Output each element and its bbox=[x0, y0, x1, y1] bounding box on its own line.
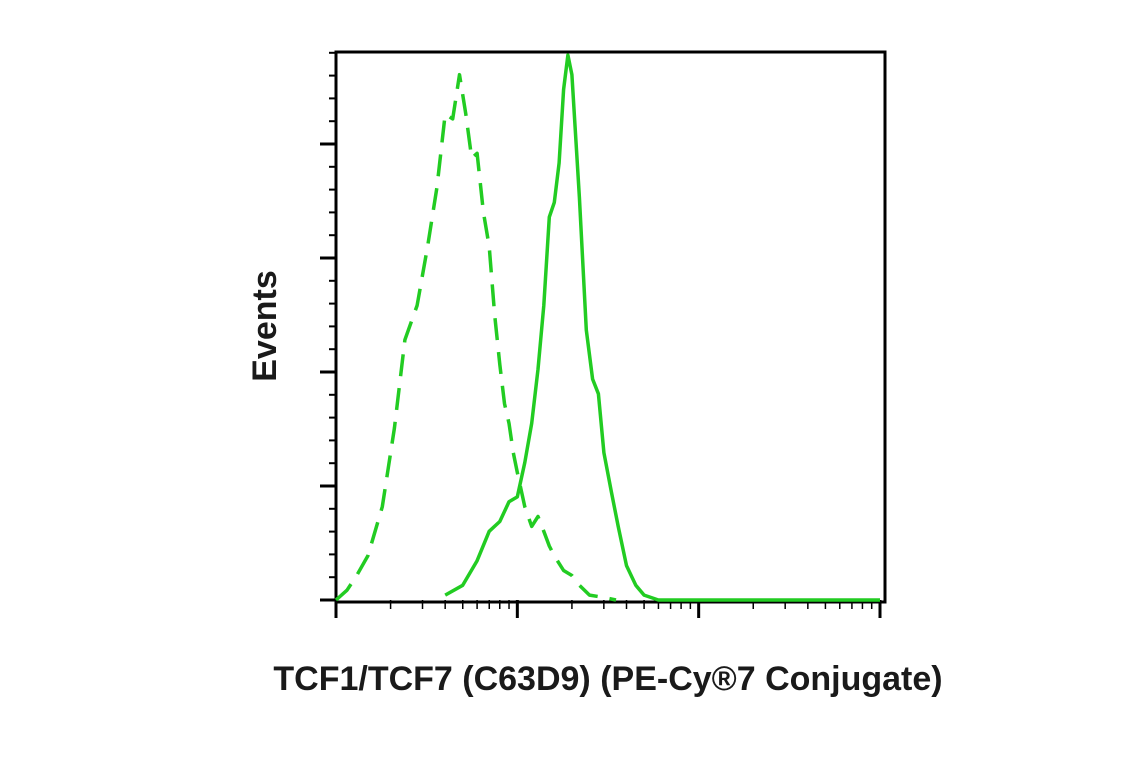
series-line-dashed bbox=[334, 72, 617, 602]
y-axis-ticks bbox=[320, 51, 336, 602]
series-line-solid bbox=[444, 53, 880, 602]
plot-area-frame bbox=[334, 50, 887, 604]
y-axis-title: Events bbox=[246, 270, 284, 382]
x-axis-ticks bbox=[334, 600, 882, 618]
x-axis-title: TCF1/TCF7 (C63D9) (PE-Cy®7 Conjugate) bbox=[273, 660, 942, 698]
series-layer bbox=[334, 53, 880, 602]
